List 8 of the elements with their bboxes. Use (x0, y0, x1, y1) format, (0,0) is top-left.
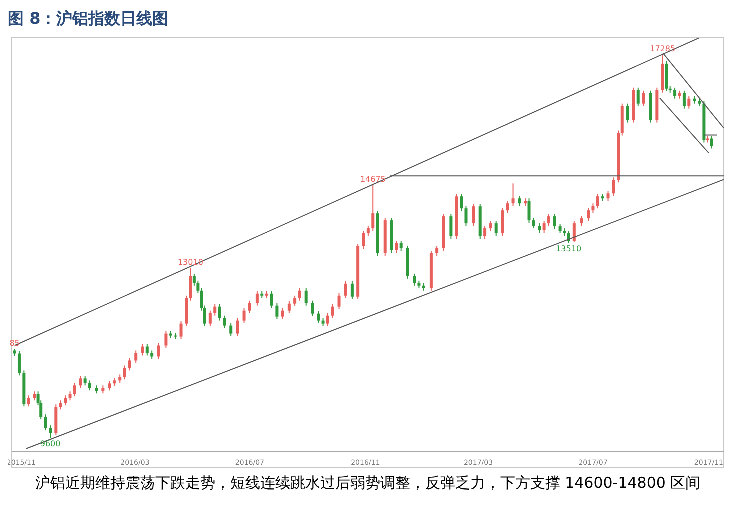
annotation: 9600 (40, 440, 61, 449)
annotation: 13010 (178, 258, 204, 267)
chart-title: 图 8：沪铝指数日线图 (8, 8, 170, 30)
annotation: 17285 (650, 44, 676, 54)
annotation: 85 (10, 339, 20, 348)
text: 沪铝近期维持震荡下跌走势，短线连续跳水过后弱势调整，反弹乏力，下方支撑 14600-14800 区间 (34, 474, 702, 493)
annotation: 13510 (556, 244, 582, 254)
annotation: 14675 (360, 174, 386, 184)
